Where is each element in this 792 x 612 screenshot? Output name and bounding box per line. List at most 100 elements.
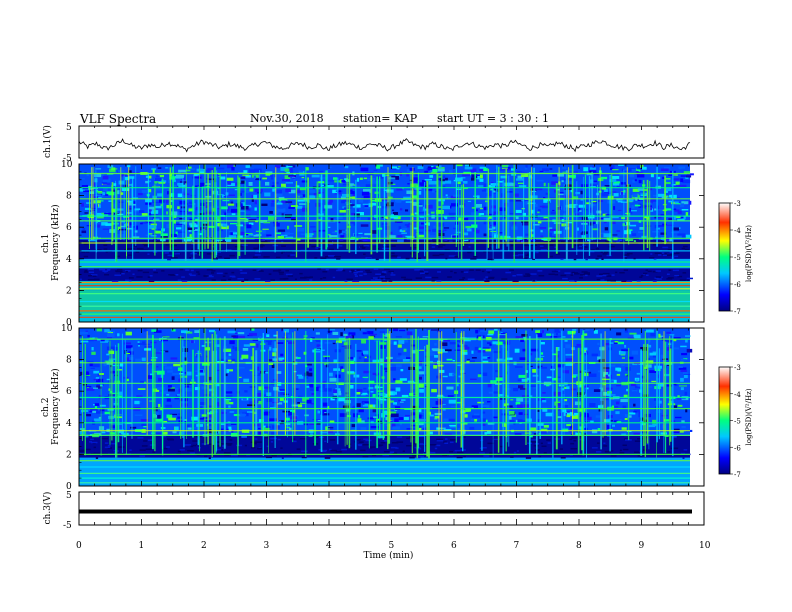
spectrogram-cell bbox=[364, 205, 369, 207]
spectrogram-cell bbox=[663, 373, 670, 377]
spectrogram-cell bbox=[396, 441, 404, 443]
spectrogram-cell bbox=[267, 341, 272, 345]
spectrogram-cell bbox=[398, 340, 405, 344]
spectrogram-cell bbox=[81, 251, 86, 253]
spectrogram-cell bbox=[181, 280, 188, 282]
spectrogram-cell bbox=[315, 348, 320, 350]
spectrogram-cell bbox=[464, 346, 470, 350]
spectrogram-cell bbox=[139, 449, 146, 451]
spectrogram-cell bbox=[543, 425, 549, 428]
spectrogram-cell bbox=[220, 423, 226, 425]
spectrogram-cell bbox=[127, 212, 133, 214]
spectrogram-cell bbox=[676, 203, 681, 205]
spectrogram-cell bbox=[297, 357, 301, 359]
spectrogram-cell bbox=[188, 168, 195, 171]
spectrogram-cell bbox=[471, 405, 478, 409]
spectrogram-cell bbox=[616, 332, 622, 336]
spectrogram-cell bbox=[509, 198, 516, 202]
spectrogram-cell bbox=[147, 189, 152, 193]
spectrogram-cell bbox=[445, 438, 448, 440]
spectrogram-cell bbox=[162, 335, 166, 340]
spectrogram-cell bbox=[618, 209, 622, 211]
spectrogram-cell bbox=[435, 444, 441, 447]
spectrogram-cell bbox=[680, 377, 684, 382]
spectrogram-cell bbox=[270, 279, 275, 281]
spectrogram-cell bbox=[287, 341, 295, 344]
spectrogram-cell bbox=[255, 234, 262, 237]
spectrogram-cell bbox=[362, 332, 367, 335]
spectrogram-cell bbox=[206, 206, 212, 211]
spectrogram-cell bbox=[340, 179, 343, 184]
spectrogram-cell bbox=[652, 231, 660, 233]
spectrogram-cell bbox=[556, 270, 561, 272]
spectrogram-cell bbox=[451, 406, 457, 408]
spectrogram-cell bbox=[631, 382, 636, 387]
spectrogram-cell bbox=[610, 220, 616, 224]
spectrogram-cell bbox=[552, 452, 560, 455]
xtick-label: 4 bbox=[326, 541, 332, 551]
spectrogram-cell bbox=[627, 415, 632, 418]
spectrogram-cell bbox=[388, 280, 393, 282]
spectrogram-cell bbox=[233, 199, 240, 203]
spectrogram-cell bbox=[672, 339, 677, 342]
spectrogram-cell bbox=[530, 229, 535, 232]
spectrogram-cell bbox=[236, 408, 242, 410]
spectrogram-cell bbox=[432, 168, 438, 173]
spectrogram-cell bbox=[268, 216, 275, 220]
spectrogram-cell bbox=[103, 244, 108, 246]
spectrogram-cell bbox=[604, 450, 610, 453]
spectrogram-cell bbox=[227, 164, 234, 169]
spectrogram-cell bbox=[296, 238, 301, 241]
spectrogram-cell bbox=[463, 455, 466, 458]
spectrogram-cell bbox=[483, 278, 486, 280]
spectrogram-cell bbox=[646, 329, 654, 333]
spectrogram-cell bbox=[259, 229, 266, 234]
spectrogram-cell bbox=[685, 335, 691, 337]
spectrogram-cell bbox=[360, 449, 366, 452]
spectrogram-cell bbox=[340, 366, 344, 370]
spectrogram-cell bbox=[624, 413, 628, 417]
spectrogram-cell bbox=[165, 366, 173, 370]
spectrogram-cell bbox=[610, 455, 617, 457]
spectrogram-cell bbox=[226, 177, 234, 181]
spectrogram-cell bbox=[294, 225, 303, 227]
spectrogram-cell bbox=[101, 437, 109, 440]
spectrogram-cell bbox=[560, 457, 566, 459]
spectrogram-cell bbox=[312, 349, 316, 353]
spectrogram-cell bbox=[328, 166, 332, 168]
spectrogram-cell bbox=[545, 192, 548, 195]
spectrogram-cell bbox=[665, 187, 672, 192]
spectrogram-cell bbox=[99, 373, 104, 376]
spectrogram-cell bbox=[352, 280, 360, 283]
spectrogram-cell bbox=[564, 399, 568, 402]
spectrogram-cell bbox=[608, 191, 617, 193]
spectrogram-cell bbox=[531, 439, 537, 441]
spectrogram-cell bbox=[452, 373, 457, 376]
spectrogram-cell bbox=[285, 273, 293, 276]
ch1-ytick-top: 5 bbox=[66, 123, 72, 133]
spectrogram-cell bbox=[564, 405, 568, 408]
spectrogram-cell bbox=[451, 203, 458, 207]
spectrogram-cell bbox=[254, 200, 257, 205]
spectrogram-cell bbox=[611, 165, 614, 169]
spectrogram-cell bbox=[493, 232, 498, 235]
spectrogram-cell bbox=[658, 209, 662, 211]
spectrogram-cell bbox=[577, 249, 584, 251]
spectrogram-cell bbox=[279, 199, 288, 202]
spectrogram-cell bbox=[672, 269, 680, 272]
spectrogram-cell bbox=[305, 375, 309, 379]
spectrogram-cell bbox=[358, 444, 362, 447]
spectrogram-cell bbox=[339, 413, 348, 417]
spectrogram-cell bbox=[621, 182, 626, 185]
spectrogram-cell bbox=[654, 252, 661, 255]
spectrogram-cell bbox=[462, 181, 468, 184]
spectrogram-cell bbox=[677, 210, 682, 214]
spectrogram-cell bbox=[191, 416, 199, 421]
spectrogram-cell bbox=[263, 222, 271, 224]
spectrogram-cell bbox=[92, 337, 95, 339]
spectrogram-cell bbox=[497, 341, 503, 345]
spectrogram-cell bbox=[683, 358, 688, 360]
spectrogram-cell bbox=[336, 258, 341, 260]
spectrogram-cell bbox=[523, 199, 529, 202]
